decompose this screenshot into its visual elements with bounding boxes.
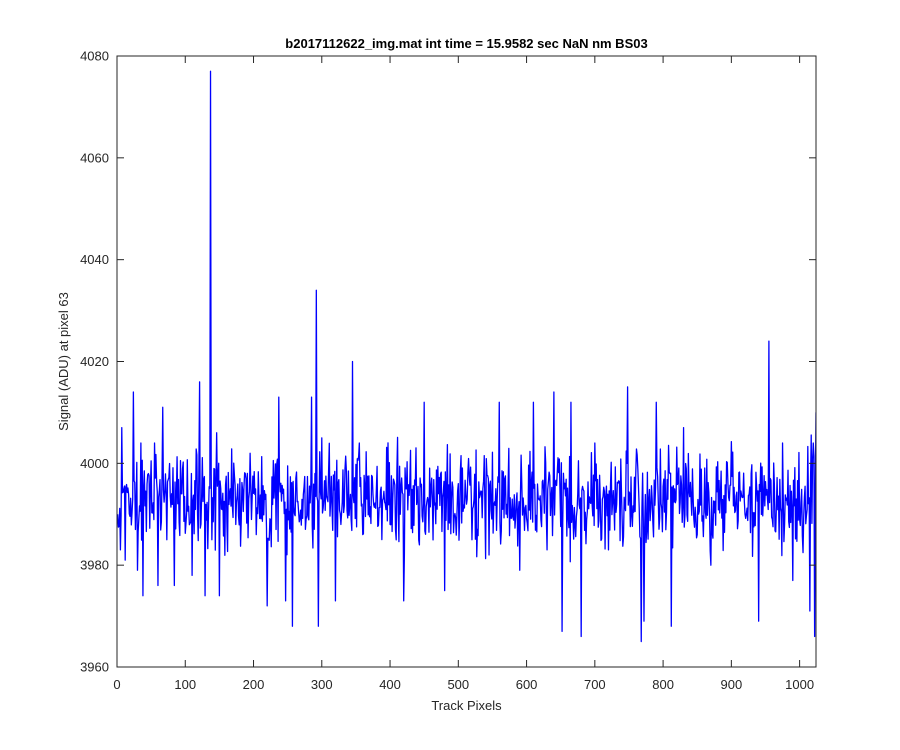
series-line <box>117 70 816 643</box>
x-tick-label: 400 <box>379 677 401 692</box>
x-tick-label: 800 <box>652 677 674 692</box>
x-tick-label: 1000 <box>785 677 814 692</box>
x-tick-label: 600 <box>516 677 538 692</box>
x-axis-label: Track Pixels <box>431 698 502 713</box>
ticks-layer: 0 100 200 300 400 500 600 700 800 900 1000 3960 3980… <box>80 49 816 692</box>
x-tick-label: 500 <box>447 677 469 692</box>
y-tick-label: 4020 <box>80 354 109 369</box>
chart-title: b2017112622_img.mat int time = 15.9582 s… <box>285 36 647 51</box>
x-tick-label: 100 <box>174 677 196 692</box>
x-tick-label: 200 <box>243 677 265 692</box>
y-tick-label: 3980 <box>80 558 109 573</box>
y-tick-label: 3960 <box>80 660 109 675</box>
x-tick-label: 0 <box>113 677 120 692</box>
y-axis-label: Signal (ADU) at pixel 63 <box>56 292 71 431</box>
x-tick-label: 700 <box>584 677 606 692</box>
x-tick-label: 300 <box>311 677 333 692</box>
y-tick-label: 4040 <box>80 252 109 267</box>
y-tick-label: 4060 <box>80 150 109 165</box>
series-layer <box>117 70 816 643</box>
plot-area <box>117 56 816 667</box>
y-tick-label: 4080 <box>80 49 109 64</box>
y-tick-label: 4000 <box>80 456 109 471</box>
axes-box <box>116 55 817 668</box>
x-tick-label: 900 <box>721 677 743 692</box>
